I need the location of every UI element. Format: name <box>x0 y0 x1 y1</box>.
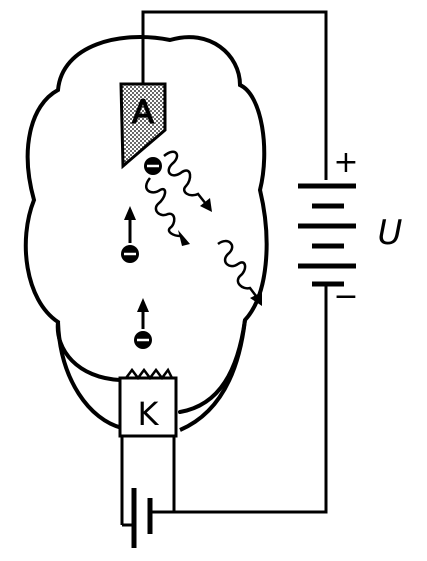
x-ray-photon-icon <box>163 150 212 212</box>
tube-envelope-lower-right <box>179 319 247 432</box>
electron-icon <box>121 206 139 263</box>
x-ray-photon-icon <box>217 239 262 306</box>
battery-minus: − <box>333 279 358 314</box>
anode: A <box>119 82 167 170</box>
electron-icon <box>144 157 162 175</box>
anode-target <box>119 82 167 170</box>
return-wire <box>172 284 328 514</box>
voltage-label: U <box>378 213 403 253</box>
cathode-label: K <box>138 395 160 433</box>
x-ray-photon-icon <box>144 177 190 246</box>
anode-wire <box>141 10 328 180</box>
tube-envelope <box>23 35 269 414</box>
cathode-body <box>118 376 178 438</box>
electron-icon <box>134 298 152 349</box>
heater-coil-icon <box>125 367 174 381</box>
tube-envelope-lower <box>56 321 123 430</box>
heater-battery-icon <box>122 488 174 548</box>
battery-plus: + <box>333 145 358 180</box>
anode-label: A <box>132 93 154 131</box>
cathode: K <box>118 367 178 525</box>
battery-icon <box>298 183 356 287</box>
